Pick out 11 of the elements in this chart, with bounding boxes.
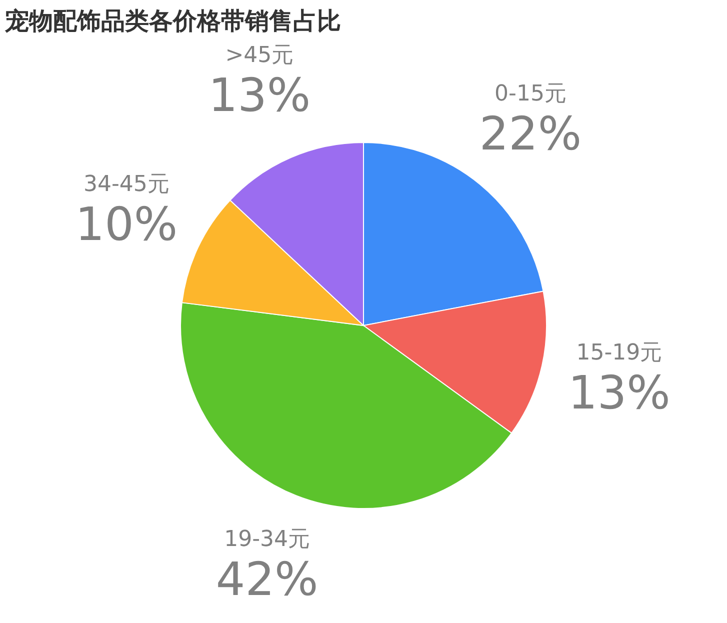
data-label: 42% — [216, 552, 318, 606]
slice-label: >45元 — [225, 43, 294, 68]
slice-label: 0-15元 — [494, 82, 566, 107]
data-label: 10% — [75, 196, 178, 251]
chart-title: 宠物配饰品类各价格带销售占比 — [4, 7, 341, 35]
slice-label: 15-19元 — [576, 340, 662, 366]
data-label: 13% — [208, 68, 311, 122]
slice-label: 34-45元 — [83, 172, 170, 197]
slice-label: 19-34元 — [224, 527, 310, 552]
data-label: 22% — [479, 106, 582, 161]
data-label: 13% — [568, 366, 670, 420]
